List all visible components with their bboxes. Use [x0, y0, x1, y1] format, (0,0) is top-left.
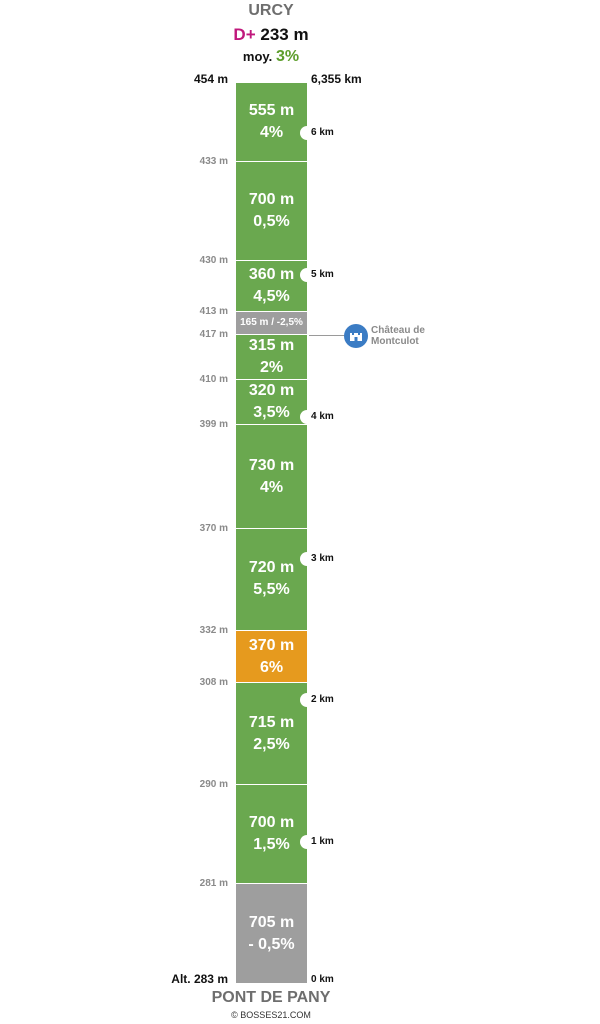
segment-grade: 4%: [259, 478, 284, 496]
km-marker-label: 5 km: [311, 269, 334, 281]
altitude-label: 399 m: [199, 419, 228, 431]
total-distance: 6,355 km: [311, 72, 362, 86]
km-marker-label: 4 km: [311, 410, 334, 422]
km-marker-label: 1 km: [311, 836, 334, 848]
segment-grade: - 0,5%: [248, 935, 295, 953]
climb-segment: 700 m 1,5%: [236, 784, 307, 885]
climb-segment: 320 m 3,5%: [236, 380, 307, 426]
segment-grade: 4%: [259, 123, 284, 141]
start-km: 0 km: [311, 974, 334, 985]
segment-length: 370 m: [248, 636, 295, 654]
elevation-gain-value: 233 m: [260, 25, 309, 44]
summit-name: URCY: [248, 2, 294, 19]
km-marker-dot: [300, 551, 314, 566]
km-marker-dot: [300, 126, 314, 141]
segment-label: 165 m / -2,5%: [240, 317, 303, 329]
altitude-label: 413 m: [199, 305, 228, 317]
start-name: PONT DE PANY: [211, 989, 331, 1006]
segment-grade: 0,5%: [253, 212, 290, 230]
altitude-label: 433 m: [199, 155, 228, 167]
poi-label-line1: Château de: [371, 325, 425, 336]
segment-length: 720 m: [248, 559, 295, 577]
altitude-label: 281 m: [199, 878, 228, 890]
segment-length: 315 m: [248, 337, 295, 355]
climb-segment: 715 m 2,5%: [236, 683, 307, 785]
km-marker-dot: [300, 409, 314, 424]
altitude-label: 290 m: [199, 778, 228, 790]
altitude-label: 417 m: [199, 329, 228, 341]
segment-length: 700 m: [248, 813, 295, 831]
elevation-gain: D+ 233 m: [200, 25, 342, 45]
altitude-label: 370 m: [199, 522, 228, 534]
poi-leader-line: [309, 335, 345, 336]
segment-length: 705 m: [248, 913, 295, 931]
segment-length: 555 m: [248, 101, 295, 119]
average-grade-label: moy.: [242, 49, 273, 64]
climb-segment: 315 m 2%: [236, 335, 307, 381]
altitude-label: 430 m: [199, 254, 228, 266]
segment-grade: 2,5%: [253, 735, 290, 753]
climb-segment: 700 m 0,5%: [236, 161, 307, 261]
km-marker-label: 6 km: [311, 127, 334, 139]
km-marker-label: 3 km: [311, 552, 334, 564]
segment-grade: 3,5%: [253, 404, 290, 422]
top-altitude: 454 m: [193, 72, 228, 86]
average-grade: moy. 3%: [200, 48, 342, 66]
segment-grade: 6%: [259, 658, 284, 676]
poi-label: Château de Montculot: [371, 325, 425, 347]
segment-grade: 5,5%: [253, 581, 290, 599]
poi-label-line2: Montculot: [371, 336, 419, 347]
altitude-label: 332 m: [199, 624, 228, 636]
segment-length: 320 m: [248, 382, 295, 400]
altitude-label: 410 m: [199, 374, 228, 386]
average-grade-value: 3%: [275, 48, 300, 65]
segment-grade: 2%: [259, 359, 284, 377]
segment-length: 360 m: [248, 265, 295, 283]
altitude-label: 308 m: [199, 677, 228, 689]
km-marker-label: 2 km: [311, 694, 334, 706]
climb-segment: 555 m 4%: [236, 83, 307, 162]
km-marker-dot: [300, 835, 314, 850]
km-marker-dot: [300, 693, 314, 708]
km-marker-dot: [300, 268, 314, 283]
climb-segment: 730 m 4%: [236, 425, 307, 529]
segment-grade: 4,5%: [253, 287, 290, 305]
climb-segment: 370 m 6%: [236, 630, 307, 684]
segment-length: 700 m: [248, 190, 295, 208]
segment-length: 715 m: [248, 713, 295, 731]
copyright: © BOSSES21.COM: [231, 1010, 311, 1020]
segment-length: 730 m: [248, 456, 295, 474]
elevation-gain-label: D+: [233, 25, 256, 44]
climb-segment: 165 m / -2,5%: [236, 311, 307, 336]
climb-segment: 705 m - 0,5%: [236, 884, 307, 984]
castle-icon: [344, 324, 368, 348]
climb-segment: 720 m 5,5%: [236, 528, 307, 631]
start-altitude: Alt. 283 m: [171, 972, 228, 986]
climb-segment: 360 m 4,5%: [236, 260, 307, 312]
segment-grade: 1,5%: [253, 835, 290, 853]
